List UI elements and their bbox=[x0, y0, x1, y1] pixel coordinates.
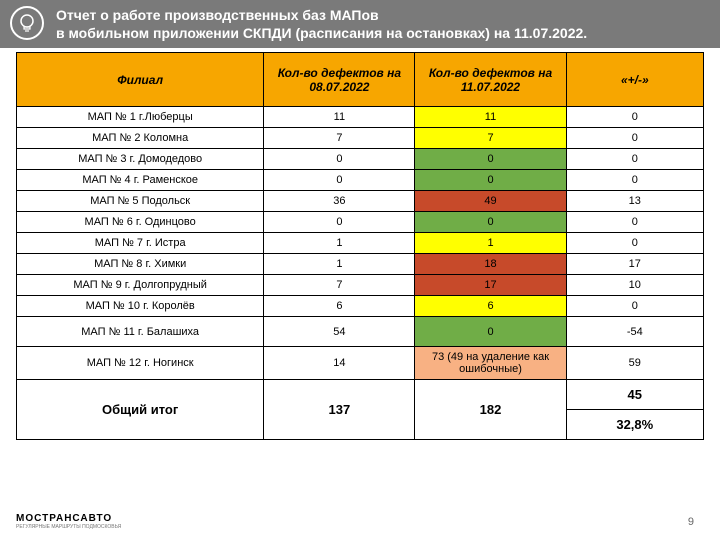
branch-cell: МАП № 4 г. Раменское bbox=[17, 170, 264, 191]
page-number: 9 bbox=[688, 516, 694, 528]
table-container: ФилиалКол-во дефектов на 08.07.2022Кол-в… bbox=[0, 48, 720, 440]
value-cell: 1 bbox=[415, 233, 566, 254]
value-cell: 73 (49 на удаление как ошибочные) bbox=[415, 347, 566, 380]
branch-cell: МАП № 1 г.Люберцы bbox=[17, 107, 264, 128]
branch-cell: МАП № 5 Подольск bbox=[17, 191, 264, 212]
col-header-2: Кол-во дефектов на 11.07.2022 bbox=[415, 53, 566, 107]
value-cell: 6 bbox=[264, 296, 415, 317]
branch-cell: МАП № 8 г. Химки bbox=[17, 254, 264, 275]
col-header-3: «+/-» bbox=[566, 53, 703, 107]
branch-cell: МАП № 3 г. Домодедово bbox=[17, 149, 264, 170]
col-header-1: Кол-во дефектов на 08.07.2022 bbox=[264, 53, 415, 107]
value-cell: 0 bbox=[415, 170, 566, 191]
value-cell: 54 bbox=[264, 317, 415, 347]
logo-text: МОСТРАНСАВТО bbox=[16, 513, 112, 524]
title-bar: Отчет о работе производственных баз МАПо… bbox=[0, 0, 720, 48]
branch-cell: МАП № 7 г. Истра bbox=[17, 233, 264, 254]
col-header-0: Филиал bbox=[17, 53, 264, 107]
branch-cell: МАП № 6 г. Одинцово bbox=[17, 212, 264, 233]
value-cell: 18 bbox=[415, 254, 566, 275]
value-cell: 0 bbox=[566, 212, 703, 233]
total-delta-pct: 32,8% bbox=[566, 410, 703, 440]
value-cell: 0 bbox=[566, 170, 703, 191]
logo-subtext: РЕГУЛЯРНЫЕ МАРШРУТЫ ПОДМОСКОВЬЯ bbox=[16, 524, 121, 530]
table-row: МАП № 12 г. Ногинск1473 (49 на удаление … bbox=[17, 347, 704, 380]
title-line-2: в мобильном приложении СКПДИ (расписания… bbox=[56, 24, 708, 42]
value-cell: 0 bbox=[264, 212, 415, 233]
value-cell: 36 bbox=[264, 191, 415, 212]
value-cell: 11 bbox=[264, 107, 415, 128]
bulb-icon bbox=[10, 6, 44, 40]
total-value: 137 bbox=[264, 380, 415, 440]
value-cell: -54 bbox=[566, 317, 703, 347]
value-cell: 17 bbox=[566, 254, 703, 275]
value-cell: 1 bbox=[264, 233, 415, 254]
value-cell: 0 bbox=[566, 149, 703, 170]
footer-logo: МОСТРАНСАВТО РЕГУЛЯРНЫЕ МАРШРУТЫ ПОДМОСК… bbox=[16, 513, 121, 530]
title-line-1: Отчет о работе производственных баз МАПо… bbox=[56, 6, 708, 24]
branch-cell: МАП № 10 г. Королёв bbox=[17, 296, 264, 317]
value-cell: 0 bbox=[264, 149, 415, 170]
value-cell: 11 bbox=[415, 107, 566, 128]
value-cell: 7 bbox=[264, 275, 415, 296]
table-row: МАП № 9 г. Долгопрудный71710 bbox=[17, 275, 704, 296]
table-row: МАП № 5 Подольск364913 bbox=[17, 191, 704, 212]
branch-cell: МАП № 11 г. Балашиха bbox=[17, 317, 264, 347]
table-row: МАП № 10 г. Королёв660 bbox=[17, 296, 704, 317]
value-cell: 49 bbox=[415, 191, 566, 212]
table-row: МАП № 8 г. Химки11817 bbox=[17, 254, 704, 275]
value-cell: 7 bbox=[415, 128, 566, 149]
value-cell: 59 bbox=[566, 347, 703, 380]
value-cell: 0 bbox=[566, 128, 703, 149]
value-cell: 14 bbox=[264, 347, 415, 380]
table-row: МАП № 11 г. Балашиха540-54 bbox=[17, 317, 704, 347]
table-row: МАП № 7 г. Истра110 bbox=[17, 233, 704, 254]
branch-cell: МАП № 12 г. Ногинск bbox=[17, 347, 264, 380]
value-cell: 0 bbox=[264, 170, 415, 191]
total-label: Общий итог bbox=[17, 380, 264, 440]
branch-cell: МАП № 9 г. Долгопрудный bbox=[17, 275, 264, 296]
table-row: МАП № 3 г. Домодедово000 bbox=[17, 149, 704, 170]
value-cell: 0 bbox=[566, 296, 703, 317]
value-cell: 6 bbox=[415, 296, 566, 317]
value-cell: 0 bbox=[566, 233, 703, 254]
table-row: МАП № 1 г.Люберцы11110 bbox=[17, 107, 704, 128]
table-row: МАП № 2 Коломна770 bbox=[17, 128, 704, 149]
value-cell: 1 bbox=[264, 254, 415, 275]
value-cell: 17 bbox=[415, 275, 566, 296]
value-cell: 0 bbox=[566, 107, 703, 128]
value-cell: 7 bbox=[264, 128, 415, 149]
total-delta-abs: 45 bbox=[566, 380, 703, 410]
value-cell: 0 bbox=[415, 212, 566, 233]
total-row: Общий итог13718245 bbox=[17, 380, 704, 410]
branch-cell: МАП № 2 Коломна bbox=[17, 128, 264, 149]
defects-table: ФилиалКол-во дефектов на 08.07.2022Кол-в… bbox=[16, 52, 704, 440]
total-value: 182 bbox=[415, 380, 566, 440]
value-cell: 0 bbox=[415, 317, 566, 347]
table-header-row: ФилиалКол-во дефектов на 08.07.2022Кол-в… bbox=[17, 53, 704, 107]
value-cell: 10 bbox=[566, 275, 703, 296]
table-row: МАП № 4 г. Раменское000 bbox=[17, 170, 704, 191]
value-cell: 13 bbox=[566, 191, 703, 212]
table-row: МАП № 6 г. Одинцово000 bbox=[17, 212, 704, 233]
value-cell: 0 bbox=[415, 149, 566, 170]
